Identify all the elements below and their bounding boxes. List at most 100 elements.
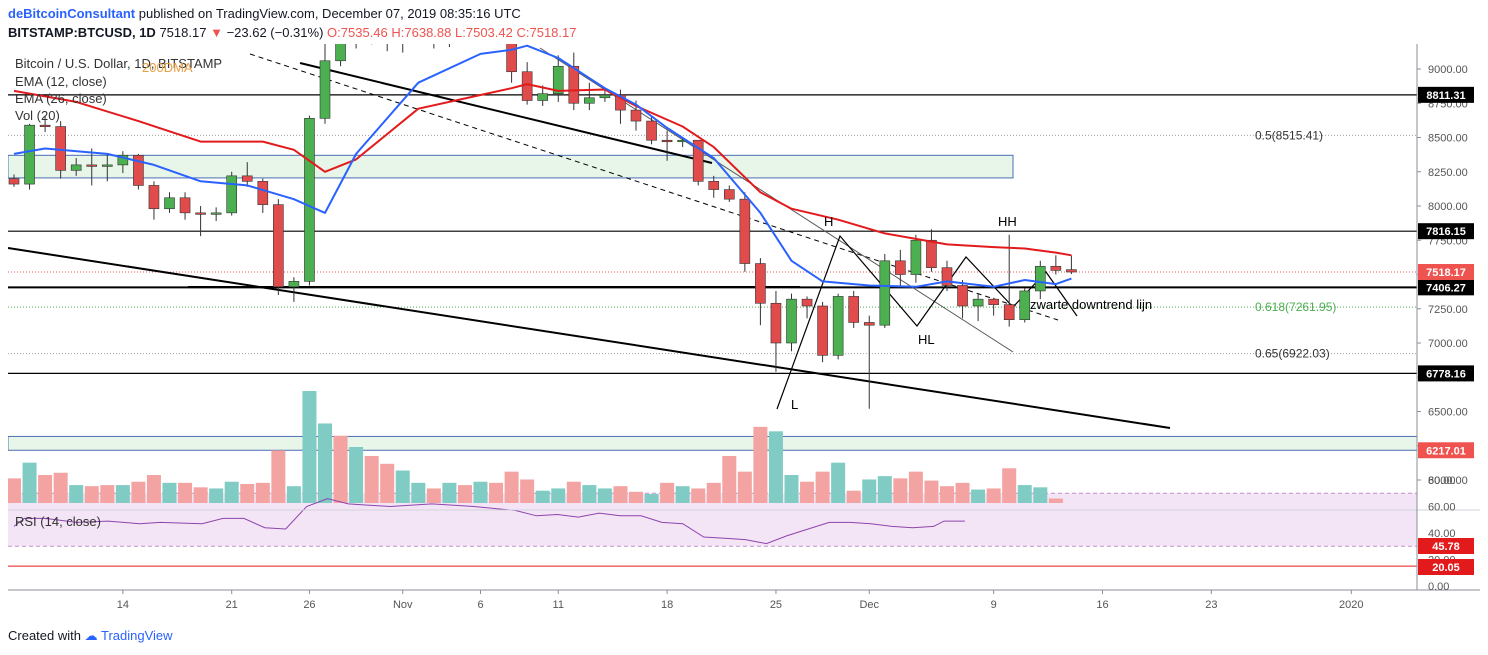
rsi-value-label: 45.78 <box>1432 541 1460 553</box>
candle-body <box>739 198 751 264</box>
level-label-2: 7406.27 <box>1426 282 1466 294</box>
price-tick-label: 9000.00 <box>1428 64 1468 76</box>
footer: Created with ☁ TradingView <box>8 628 173 644</box>
candle-body <box>195 212 206 215</box>
ohlc-close: C:7518.17 <box>516 25 577 40</box>
volume-bar <box>660 482 675 503</box>
volume-bar <box>691 488 706 503</box>
volume-bar <box>22 462 37 503</box>
volume-bar <box>737 471 752 503</box>
volume-bar <box>535 490 550 503</box>
candle-body <box>1050 265 1062 271</box>
volume-bar <box>224 481 239 503</box>
volume-bar <box>675 486 690 503</box>
author-name[interactable]: deBitcoinConsultant <box>8 6 136 21</box>
candle-body <box>568 65 580 104</box>
dashed-downtrend-line <box>249 53 1059 321</box>
candle-body <box>723 189 735 200</box>
candle-body <box>273 204 284 288</box>
volume-bar <box>286 486 301 503</box>
candle-body <box>770 302 782 344</box>
candle-body <box>460 28 470 31</box>
rsi-tick-label: 60.00 <box>1428 502 1456 514</box>
volume-bar <box>100 485 115 503</box>
level-label-1: 7816.15 <box>1426 226 1466 238</box>
candle-body <box>630 109 642 122</box>
long-downtrend-line <box>8 247 1171 429</box>
volume-bar <box>908 471 923 503</box>
change-arrow-icon: ▼ <box>210 25 223 40</box>
candle-body <box>39 124 51 127</box>
time-tick-label: Nov <box>393 599 413 611</box>
volume-bar <box>1017 485 1032 503</box>
time-tick-label: 9 <box>991 599 997 611</box>
volume-bar <box>1048 498 1063 503</box>
candle-body <box>661 139 673 143</box>
volume-bar <box>551 488 566 503</box>
candle-body <box>351 24 361 28</box>
time-tick-label: 26 <box>303 599 315 611</box>
candle-body <box>476 25 486 28</box>
volume-bar <box>240 483 255 503</box>
volume-bar <box>349 447 364 503</box>
price-tick-label: 8500.00 <box>1428 133 1468 145</box>
volume-bar <box>582 485 597 503</box>
candle-body <box>491 25 501 33</box>
fib-label-2: 0.65(6922.03) <box>1255 347 1330 361</box>
volume-bar <box>924 480 939 503</box>
candle-body <box>1066 269 1077 273</box>
candle-body <box>692 139 704 182</box>
candle-body <box>708 181 720 190</box>
projection-path <box>776 234 1078 410</box>
annotation-hh: HH <box>998 214 1017 229</box>
ema12-line <box>13 44 1072 288</box>
annotation-l: L <box>791 397 798 412</box>
candle-body <box>957 285 968 307</box>
published-text: published on TradingView.com, December 0… <box>138 6 521 21</box>
price-tick-label: 7000.00 <box>1428 338 1468 350</box>
last-price: 7518.17 <box>159 25 207 40</box>
candle-body <box>117 155 129 166</box>
zone-bottom-label-bg <box>1418 442 1474 459</box>
candle-body <box>599 94 611 99</box>
rsi-tick-label: 40.00 <box>1428 528 1456 540</box>
ohlc-open: O:7535.46 <box>327 25 388 40</box>
legend-ema12: EMA (12, close) <box>15 74 107 89</box>
candle-body <box>413 33 423 35</box>
zone-bottom-label: 6217.01 <box>1426 445 1466 457</box>
candle-body <box>210 212 222 215</box>
ohlc-low: L:7503.42 <box>455 25 513 40</box>
fib-label-0: 0.5(8515.41) <box>1255 128 1323 142</box>
time-tick-label: 6 <box>477 599 483 611</box>
volume-bar <box>364 455 379 503</box>
rsi-line <box>13 498 965 545</box>
candle-body <box>1003 304 1015 321</box>
level-label-3: 6778.16 <box>1426 368 1466 380</box>
candle-body <box>910 239 922 275</box>
volume-bar <box>38 475 53 503</box>
candle-body <box>70 164 82 171</box>
volume-bar <box>893 478 908 503</box>
volume-bar <box>613 486 628 503</box>
candle-body <box>755 263 766 304</box>
volume-bar <box>846 490 861 503</box>
ema26-line <box>13 83 1072 257</box>
candle-body <box>179 197 191 214</box>
tradingview-logo-icon[interactable]: ☁ <box>84 628 98 643</box>
volume-bar <box>131 481 146 503</box>
volume-bar <box>1002 468 1017 503</box>
tradingview-brand[interactable]: TradingView <box>101 628 173 643</box>
volume-bar <box>318 423 332 503</box>
candle-body <box>584 97 595 104</box>
volume-bar <box>84 486 99 503</box>
volume-bar <box>426 488 441 503</box>
volume-bar <box>768 431 783 503</box>
candle-body <box>926 239 937 268</box>
candle-body <box>1035 265 1046 292</box>
annotation-downtrend: zwarte downtrend lijn <box>1030 297 1152 312</box>
price-tick-label: 8000.00 <box>1428 201 1468 213</box>
volume-bar <box>473 481 488 503</box>
volume-bar <box>629 491 643 503</box>
candle-body <box>367 24 377 42</box>
